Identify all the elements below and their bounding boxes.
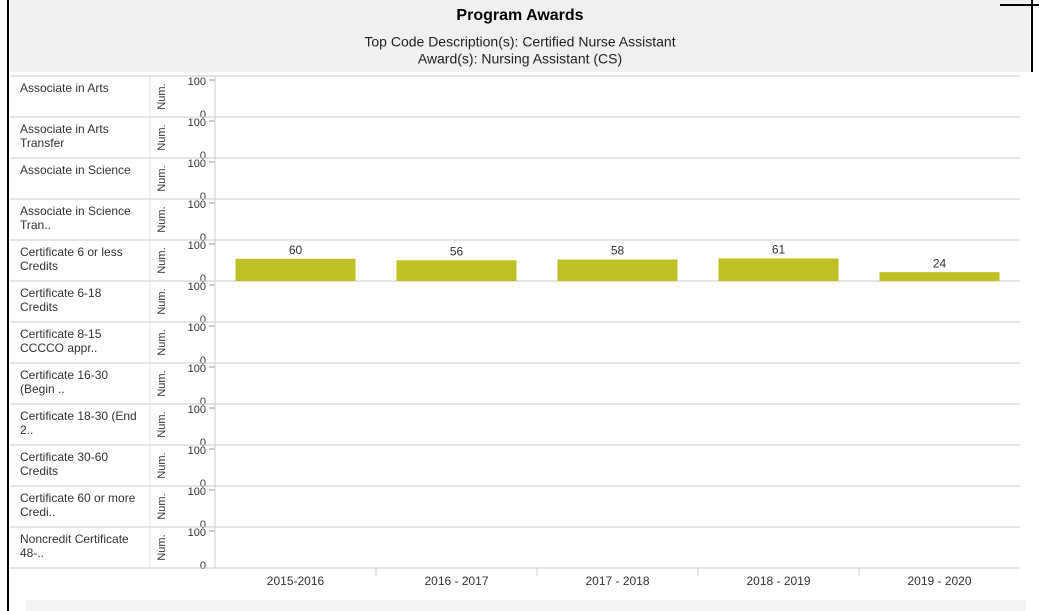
- y-axis-label: Num.: [156, 493, 168, 519]
- row-label: Associate in Arts Transfer: [20, 122, 109, 150]
- y-tick-label: 100: [188, 527, 206, 539]
- row-label: Certificate 18-30 (End 2..: [20, 409, 137, 437]
- bar: [396, 260, 517, 281]
- data-label: 56: [450, 244, 464, 258]
- data-label: 60: [289, 243, 303, 257]
- y-axis-label: Num.: [156, 83, 168, 109]
- row-label: Certificate 8-15 CCCCO appr..: [20, 327, 102, 355]
- y-tick-label: 0: [200, 560, 206, 572]
- y-tick-label: 100: [188, 486, 206, 498]
- y-axis-label: Num.: [156, 124, 168, 150]
- row-label: Certificate 6-18 Credits: [20, 286, 102, 314]
- bar: [557, 259, 678, 281]
- row-label: Associate in Arts: [20, 81, 109, 95]
- x-tick-label: 2018 - 2019: [746, 574, 810, 588]
- y-tick-label: 0: [200, 273, 206, 285]
- data-label: 24: [933, 256, 947, 270]
- y-tick-label: 100: [188, 240, 206, 252]
- footer-bg: [26, 600, 1026, 611]
- row-label: Associate in Science: [20, 163, 131, 177]
- y-axis-label: Num.: [156, 411, 168, 437]
- x-tick-label: 2016 - 2017: [424, 574, 488, 588]
- x-tick-label: 2017 - 2018: [585, 574, 649, 588]
- y-tick-label: 0: [200, 396, 206, 408]
- data-label: 58: [611, 244, 625, 258]
- y-tick-label: 0: [200, 150, 206, 162]
- data-label: 61: [772, 243, 786, 257]
- y-tick-label: 100: [188, 404, 206, 416]
- chart-title: Program Awards: [456, 7, 583, 24]
- y-tick-label: 100: [188, 117, 206, 129]
- y-axis-label: Num.: [156, 452, 168, 478]
- subtitle: Top Code Description(s): Certified Nurse…: [364, 34, 675, 50]
- y-tick-label: 100: [188, 76, 206, 88]
- y-tick-label: 0: [200, 478, 206, 490]
- y-tick-label: 100: [188, 281, 206, 293]
- y-axis-label: Num.: [156, 288, 168, 314]
- y-tick-label: 0: [200, 109, 206, 121]
- y-axis-label: Num.: [156, 165, 168, 191]
- y-tick-label: 0: [200, 519, 206, 531]
- y-axis-label: Num.: [156, 247, 168, 273]
- y-axis-label: Num.: [156, 534, 168, 560]
- y-tick-label: 0: [200, 437, 206, 449]
- header-bg: [10, 0, 1030, 72]
- y-tick-label: 100: [188, 158, 206, 170]
- x-tick-label: 2019 - 2020: [907, 574, 971, 588]
- row-label: Certificate 30-60 Credits: [20, 450, 109, 478]
- y-tick-label: 0: [200, 232, 206, 244]
- y-tick-label: 0: [200, 191, 206, 203]
- y-tick-label: 100: [188, 363, 206, 375]
- y-axis-label: Num.: [156, 329, 168, 355]
- subtitle: Award(s): Nursing Assistant (CS): [418, 51, 622, 67]
- bar: [235, 258, 356, 281]
- bar: [879, 272, 1000, 281]
- row-label: Certificate 16-30 (Begin ..: [20, 368, 109, 396]
- row-label: Certificate 6 or less Credits: [20, 245, 123, 273]
- row-label: Certificate 60 or more Credi..: [20, 491, 136, 519]
- y-axis-label: Num.: [156, 206, 168, 232]
- bar: [718, 258, 839, 281]
- y-tick-label: 0: [200, 355, 206, 367]
- x-tick-label: 2015-2016: [267, 574, 325, 588]
- y-axis-label: Num.: [156, 370, 168, 396]
- y-tick-label: 100: [188, 445, 206, 457]
- y-tick-label: 100: [188, 322, 206, 334]
- row-label: Associate in Science Tran..: [20, 204, 131, 232]
- row-label: Noncredit Certificate 48-..: [20, 532, 129, 560]
- y-tick-label: 0: [200, 314, 206, 326]
- y-tick-label: 100: [188, 199, 206, 211]
